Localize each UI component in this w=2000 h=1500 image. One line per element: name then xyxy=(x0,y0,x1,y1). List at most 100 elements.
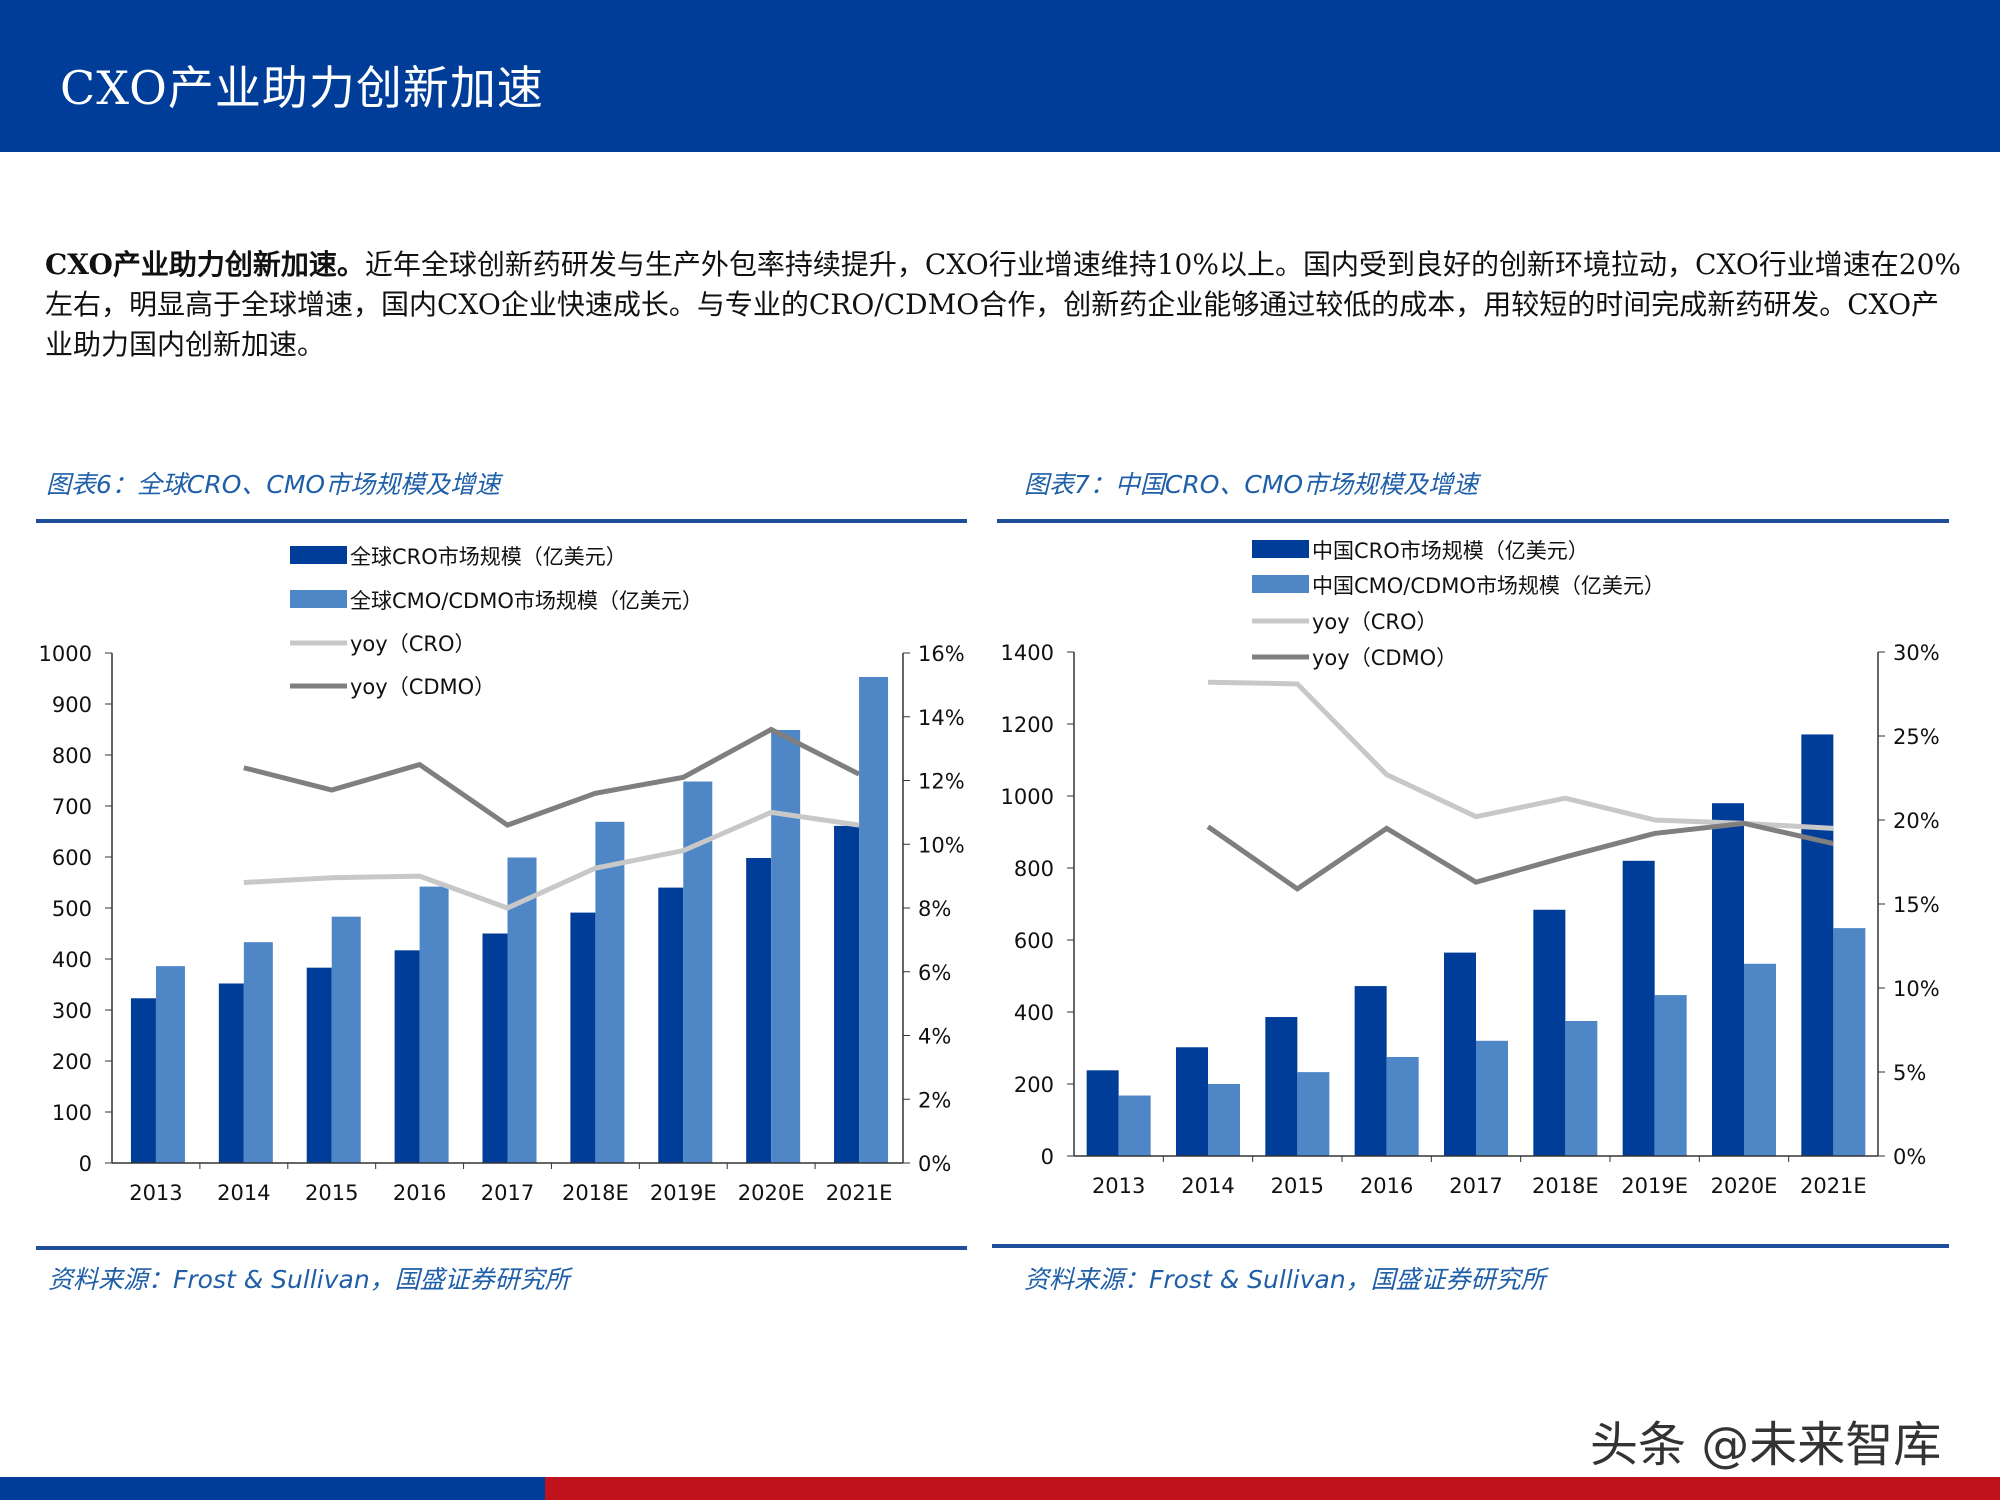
chart6-source: 资料来源：Frost & Sullivan，国盛证券研究所 xyxy=(48,1265,570,1294)
y-tick-label: 0 xyxy=(79,1152,92,1176)
page-title: CXO产业助力创新加速 xyxy=(60,61,544,115)
y-tick-label: 400 xyxy=(1014,1001,1054,1025)
y2-tick-label: 10% xyxy=(1893,977,1940,1001)
y-tick-label: 800 xyxy=(52,744,92,768)
bar-cmo-2021E xyxy=(1833,928,1866,1156)
bar-cmo-2020E xyxy=(771,730,801,1163)
legend-label: 中国CMO/CDMO市场规模（亿美元） xyxy=(1312,574,1665,598)
x-tick-label: 2014 xyxy=(1181,1174,1234,1198)
bar-cmo-2014 xyxy=(1208,1084,1240,1156)
x-tick-label: 2016 xyxy=(1360,1174,1413,1198)
bar-cro-2014 xyxy=(1176,1047,1208,1156)
bar-cmo-2015 xyxy=(1297,1072,1330,1156)
y-tick-label: 1000 xyxy=(39,642,92,666)
bar-cmo-2016 xyxy=(419,886,449,1163)
x-tick-label: 2021E xyxy=(826,1181,893,1205)
bar-cro-2017 xyxy=(482,933,508,1163)
bar-cmo-2016 xyxy=(1386,1057,1419,1156)
y2-tick-label: 2% xyxy=(918,1088,951,1112)
watermark: 头条 @未来智库 xyxy=(1590,1417,1942,1473)
y2-tick-label: 30% xyxy=(1893,641,1940,665)
bar-cmo-2013 xyxy=(1118,1095,1151,1156)
bar-cro-2019E xyxy=(658,887,684,1163)
legend-label: yoy（CRO） xyxy=(1312,610,1438,634)
y-tick-label: 400 xyxy=(52,948,92,972)
y-tick-label: 900 xyxy=(52,693,92,717)
bar-cro-2016 xyxy=(1354,986,1387,1156)
chart6-global: 0 100 200 300 400 500 600 700 800 900 1000 0% 2% 4% 6%… xyxy=(39,545,965,1205)
y2-tick-label: 14% xyxy=(918,706,965,730)
y-tick-label: 700 xyxy=(52,795,92,819)
legend-label: yoy（CDMO） xyxy=(350,675,495,699)
y-tick-label: 600 xyxy=(52,846,92,870)
y2-tick-label: 8% xyxy=(918,897,951,921)
chart7-china: 0 200 400 600 800 1000 1200 1400 0% 5% 10% 15% 20% 25… xyxy=(1001,539,1940,1198)
y2-tick-label: 25% xyxy=(1893,725,1940,749)
x-tick-label: 2017 xyxy=(1449,1174,1502,1198)
y2-tick-label: 15% xyxy=(1893,893,1940,917)
y-tick-label: 800 xyxy=(1014,857,1054,881)
chart7-bottom-rule xyxy=(992,1244,1949,1248)
bar-cmo-2014 xyxy=(243,942,273,1163)
chart6-top-rule xyxy=(36,519,967,523)
line-yoy-cro xyxy=(243,809,860,911)
bar-cro-2016 xyxy=(394,950,420,1163)
x-tick-label: 2016 xyxy=(393,1181,446,1205)
chart7-title: 图表7：中国CRO、CMO市场规模及增速 xyxy=(1024,470,1479,499)
bar-cro-2018E xyxy=(1533,909,1566,1156)
chart6-title: 图表6：全球CRO、CMO市场规模及增速 xyxy=(46,470,501,499)
x-tick-label: 2013 xyxy=(129,1181,182,1205)
y-tick-label: 200 xyxy=(52,1050,92,1074)
x-tick-label: 2017 xyxy=(481,1181,534,1205)
y2-tick-label: 5% xyxy=(1893,1061,1926,1085)
y2-tick-label: 16% xyxy=(918,642,965,666)
legend-swatch xyxy=(290,590,347,608)
x-tick-label: 2019E xyxy=(1621,1174,1688,1198)
bar-cro-2021E xyxy=(834,825,860,1163)
y-tick-label: 300 xyxy=(52,999,92,1023)
y2-tick-label: 10% xyxy=(918,833,965,857)
bar-cro-2020E xyxy=(1712,803,1744,1156)
footer-red-bar xyxy=(545,1477,2000,1500)
header-bar: CXO产业助力创新加速 xyxy=(0,0,2000,152)
y2-tick-label: 6% xyxy=(918,961,951,985)
x-tick-label: 2015 xyxy=(305,1181,358,1205)
x-tick-label: 2018E xyxy=(562,1181,629,1205)
legend-label: yoy（CDMO） xyxy=(1312,646,1457,670)
y-tick-label: 1200 xyxy=(1001,713,1054,737)
footer-blue-bar xyxy=(0,1477,545,1500)
y-tick-label: 500 xyxy=(52,897,92,921)
legend-swatch xyxy=(290,546,347,564)
x-tick-label: 2021E xyxy=(1800,1174,1867,1198)
line-yoy-cdmo xyxy=(243,726,861,828)
paragraph-lead: CXO产业助力创新加速。 xyxy=(45,248,365,281)
chart7-source: 资料来源：Frost & Sullivan，国盛证券研究所 xyxy=(1024,1265,1546,1294)
chart7-top-rule xyxy=(997,519,1949,523)
y-tick-label: 1400 xyxy=(1001,641,1054,665)
bar-cro-2020E xyxy=(746,858,772,1163)
y-tick-label: 0 xyxy=(1041,1145,1054,1169)
x-tick-label: 2015 xyxy=(1271,1174,1324,1198)
bar-cmo-2013 xyxy=(155,966,185,1163)
x-tick-label: 2019E xyxy=(650,1181,717,1205)
intro-paragraph: CXO产业助力创新加速。近年全球创新药研发与生产外包率持续提升，CXO行业增速维… xyxy=(45,245,1965,365)
y2-tick-label: 0% xyxy=(1893,1145,1926,1169)
y-tick-label: 100 xyxy=(52,1101,92,1125)
legend-label: 全球CRO市场规模（亿美元） xyxy=(350,545,627,569)
legend-swatch xyxy=(1252,540,1309,558)
bar-cro-2015 xyxy=(1265,1017,1298,1156)
legend-label: 全球CMO/CDMO市场规模（亿美元） xyxy=(350,589,703,613)
bar-cro-2013 xyxy=(130,998,156,1163)
paragraph-body: 近年全球创新药研发与生产外包率持续提升，CXO行业增速维持10%以上。国内受到良… xyxy=(45,248,1962,361)
bar-cro-2014 xyxy=(218,983,244,1163)
bar-cmo-2015 xyxy=(331,916,361,1163)
y-tick-label: 600 xyxy=(1014,929,1054,953)
bar-cro-2019E xyxy=(1622,860,1655,1156)
legend-swatch xyxy=(1252,575,1309,593)
bar-cro-2018E xyxy=(570,912,596,1163)
legend-label: yoy（CRO） xyxy=(350,632,476,656)
line-yoy-cdmo xyxy=(1206,820,1834,892)
bar-cmo-2021E xyxy=(859,676,889,1163)
bar-cro-2015 xyxy=(306,967,332,1163)
bar-cro-2017 xyxy=(1444,952,1476,1156)
